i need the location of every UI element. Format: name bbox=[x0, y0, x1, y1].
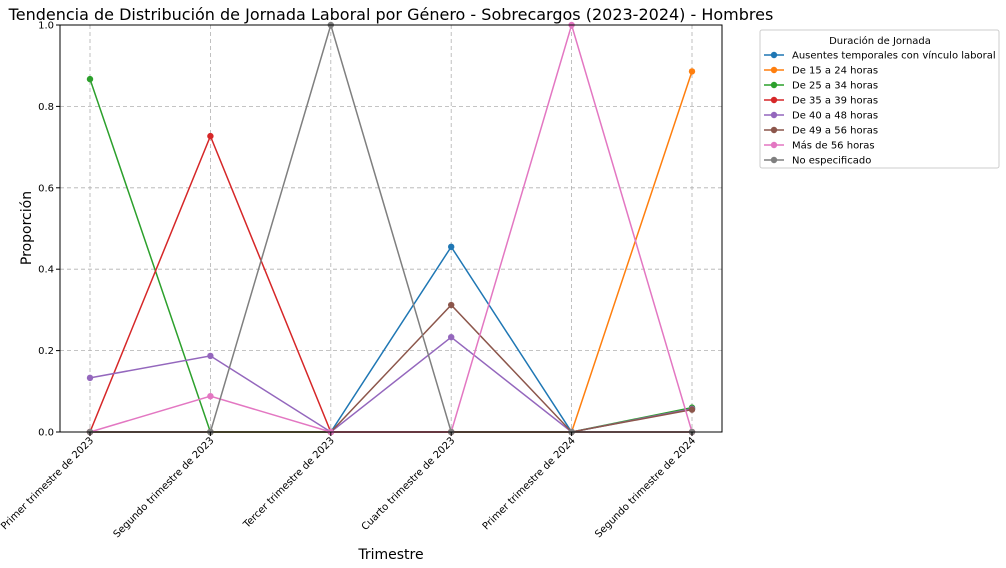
series-path bbox=[89, 134, 692, 433]
legend-swatch-marker bbox=[770, 156, 778, 164]
chart-title: Tendencia de Distribución de Jornada Lab… bbox=[8, 5, 774, 24]
legend-item: Ausentes temporales con vínculo laboral bbox=[764, 50, 996, 62]
series-path bbox=[90, 303, 693, 433]
legend-item: De 49 a 56 horas bbox=[764, 126, 878, 137]
legend-swatch-marker bbox=[770, 51, 778, 59]
legend-item: De 15 a 24 horas bbox=[764, 66, 878, 77]
series-line bbox=[86, 333, 696, 436]
plot-frame bbox=[59, 24, 723, 433]
legend-item: De 40 a 48 horas bbox=[764, 111, 878, 122]
series-path bbox=[90, 245, 693, 433]
legend-swatch-marker bbox=[770, 141, 778, 149]
legend-swatch-marker bbox=[770, 81, 778, 89]
data-point bbox=[207, 132, 214, 140]
legend-label: Más de 56 horas bbox=[792, 140, 875, 152]
series-line bbox=[86, 75, 696, 436]
series-path bbox=[89, 336, 693, 433]
data-point bbox=[86, 75, 94, 83]
data-point bbox=[688, 68, 696, 75]
legend-item: No especificado bbox=[764, 156, 871, 167]
data-point bbox=[448, 243, 455, 251]
series-line bbox=[86, 132, 696, 436]
legend-swatch-marker bbox=[770, 96, 778, 104]
legend-item: De 25 a 34 horas bbox=[764, 81, 878, 92]
legend-label: No especificado bbox=[792, 156, 871, 167]
series-path bbox=[89, 78, 693, 433]
series-line bbox=[86, 68, 696, 436]
x-tick-label: Segundo trimestre de 2024 bbox=[593, 435, 698, 540]
x-tick-label: Segundo trimestre de 2023 bbox=[112, 435, 217, 540]
legend-label: De 25 a 34 horas bbox=[792, 81, 878, 92]
y-tick-label: 1.0 bbox=[38, 21, 54, 32]
legend-label: Ausentes temporales con vínculo laboral bbox=[792, 50, 996, 62]
series-line bbox=[86, 301, 696, 436]
y-tick-label: 0.4 bbox=[38, 265, 54, 276]
legend-swatch-marker bbox=[770, 126, 778, 134]
legend-item: Más de 56 horas bbox=[764, 140, 875, 152]
y-tick-label: 0.2 bbox=[38, 346, 54, 357]
series-line bbox=[86, 21, 696, 436]
legend: Duración de Jornada Ausentes temporales … bbox=[759, 29, 1000, 169]
data-point bbox=[448, 333, 455, 341]
legend-item: De 35 a 39 horas bbox=[764, 96, 878, 107]
legend-swatch-marker bbox=[770, 111, 778, 119]
series-path bbox=[90, 22, 692, 433]
y-axis: 0.0 0.2 0.4 0.6 0.8 1.0 bbox=[38, 21, 60, 439]
legend-frame bbox=[759, 29, 1000, 169]
data-point bbox=[207, 392, 214, 400]
y-tick-label: 0.6 bbox=[38, 183, 54, 194]
x-tick-label: Tercer trimestre de 2023 bbox=[241, 435, 337, 531]
x-axis: Primer trimestre de 2023 Segundo trimestr… bbox=[0, 432, 698, 540]
legend-label: De 35 a 39 horas bbox=[792, 96, 878, 107]
legend-swatch-marker bbox=[770, 66, 778, 74]
data-point bbox=[448, 301, 455, 309]
y-tick-label: 0.0 bbox=[38, 428, 54, 439]
legend-label: De 15 a 24 horas bbox=[792, 66, 878, 77]
x-axis-label: Trimestre bbox=[357, 547, 423, 563]
x-tick-label: Primer trimestre de 2024 bbox=[481, 435, 578, 532]
x-tick-label: Primer trimestre de 2023 bbox=[0, 435, 96, 532]
x-tick-label: Cuarto trimestre de 2023 bbox=[360, 435, 458, 533]
y-axis-label: Proporción bbox=[19, 191, 35, 265]
series-group bbox=[86, 21, 696, 436]
data-point bbox=[86, 374, 94, 382]
data-point bbox=[688, 406, 696, 413]
y-tick-label: 0.8 bbox=[38, 102, 54, 113]
legend-label: De 49 a 56 horas bbox=[792, 126, 878, 137]
legend-label: De 40 a 48 horas bbox=[792, 111, 878, 122]
legend-title: Duración de Jornada bbox=[829, 35, 931, 47]
data-point bbox=[207, 352, 214, 360]
